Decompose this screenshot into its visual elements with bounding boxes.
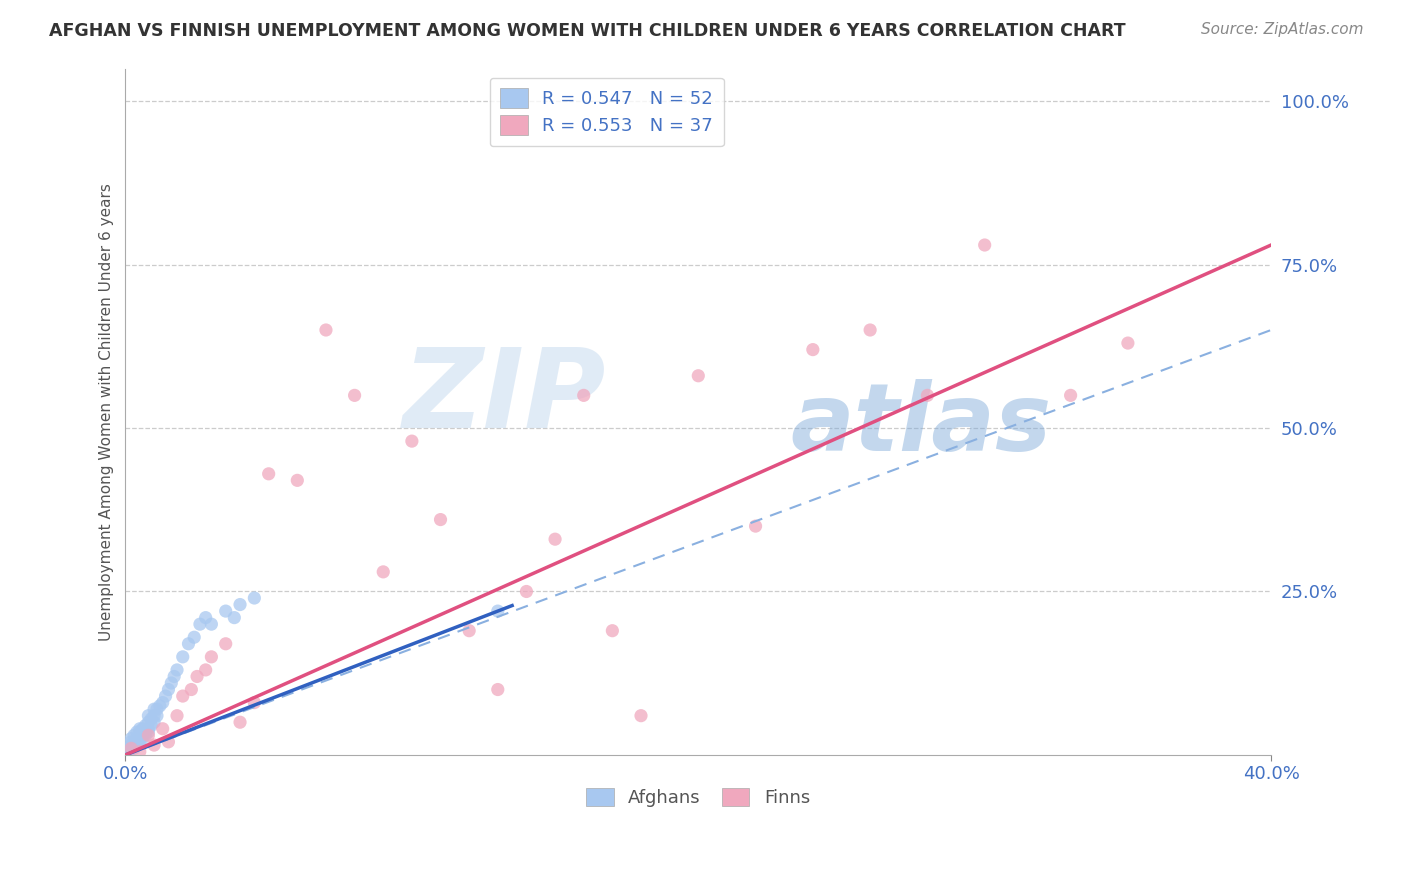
Point <box>120 741 142 756</box>
Point <box>138 728 160 742</box>
Point <box>157 682 180 697</box>
Point <box>143 715 166 730</box>
Point <box>120 738 142 752</box>
Point <box>1059 388 1081 402</box>
Point <box>128 725 150 739</box>
Text: Source: ZipAtlas.com: Source: ZipAtlas.com <box>1201 22 1364 37</box>
Point <box>122 741 145 756</box>
Point <box>163 669 186 683</box>
Point <box>128 745 150 759</box>
Point <box>572 388 595 402</box>
Point <box>973 238 995 252</box>
Point <box>200 649 222 664</box>
Point <box>131 728 153 742</box>
Point <box>429 512 451 526</box>
Point <box>143 708 166 723</box>
Point <box>125 731 148 746</box>
Text: AFGHAN VS FINNISH UNEMPLOYMENT AMONG WOMEN WITH CHILDREN UNDER 6 YEARS CORRELATI: AFGHAN VS FINNISH UNEMPLOYMENT AMONG WOM… <box>49 22 1126 40</box>
Point <box>152 722 174 736</box>
Point <box>486 682 509 697</box>
Point <box>373 565 395 579</box>
Point <box>138 715 160 730</box>
Point <box>134 725 156 739</box>
Point <box>458 624 481 638</box>
Point <box>166 663 188 677</box>
Point <box>630 708 652 723</box>
Point <box>141 712 163 726</box>
Point <box>143 738 166 752</box>
Point <box>157 735 180 749</box>
Legend: Afghans, Finns: Afghans, Finns <box>579 780 817 814</box>
Point <box>243 696 266 710</box>
Point <box>515 584 537 599</box>
Point <box>243 591 266 605</box>
Point <box>146 702 169 716</box>
Point <box>125 738 148 752</box>
Point <box>128 735 150 749</box>
Point <box>194 610 217 624</box>
Point <box>149 698 172 713</box>
Point <box>186 669 208 683</box>
Point <box>602 624 624 638</box>
Point <box>122 738 145 752</box>
Point <box>188 617 211 632</box>
Point <box>194 663 217 677</box>
Point <box>122 728 145 742</box>
Point <box>143 702 166 716</box>
Point <box>125 735 148 749</box>
Point <box>128 731 150 746</box>
Point <box>125 725 148 739</box>
Point <box>544 532 567 546</box>
Point <box>859 323 882 337</box>
Point <box>117 741 139 756</box>
Point <box>131 731 153 746</box>
Point <box>134 718 156 732</box>
Point <box>138 708 160 723</box>
Point <box>183 630 205 644</box>
Point <box>134 728 156 742</box>
Point <box>229 715 252 730</box>
Text: ZIP: ZIP <box>404 344 606 451</box>
Point <box>224 610 246 624</box>
Point <box>120 731 142 746</box>
Point <box>172 689 194 703</box>
Point <box>128 722 150 736</box>
Point <box>138 722 160 736</box>
Point <box>401 434 423 449</box>
Point <box>120 735 142 749</box>
Point <box>155 689 177 703</box>
Point <box>160 676 183 690</box>
Point <box>215 637 238 651</box>
Point <box>257 467 280 481</box>
Point <box>688 368 710 383</box>
Point <box>141 718 163 732</box>
Point <box>152 696 174 710</box>
Point <box>138 725 160 739</box>
Text: atlas: atlas <box>790 379 1052 472</box>
Point <box>215 604 238 618</box>
Point <box>146 708 169 723</box>
Point <box>180 682 202 697</box>
Point <box>343 388 366 402</box>
Point <box>177 637 200 651</box>
Point <box>117 745 139 759</box>
Y-axis label: Unemployment Among Women with Children Under 6 years: Unemployment Among Women with Children U… <box>100 183 114 640</box>
Point <box>801 343 824 357</box>
Point <box>122 735 145 749</box>
Point <box>200 617 222 632</box>
Point <box>285 474 308 488</box>
Point <box>1116 336 1139 351</box>
Point <box>486 604 509 618</box>
Point <box>172 649 194 664</box>
Point <box>166 708 188 723</box>
Point <box>315 323 337 337</box>
Point <box>131 722 153 736</box>
Point <box>744 519 766 533</box>
Point <box>917 388 939 402</box>
Point <box>229 598 252 612</box>
